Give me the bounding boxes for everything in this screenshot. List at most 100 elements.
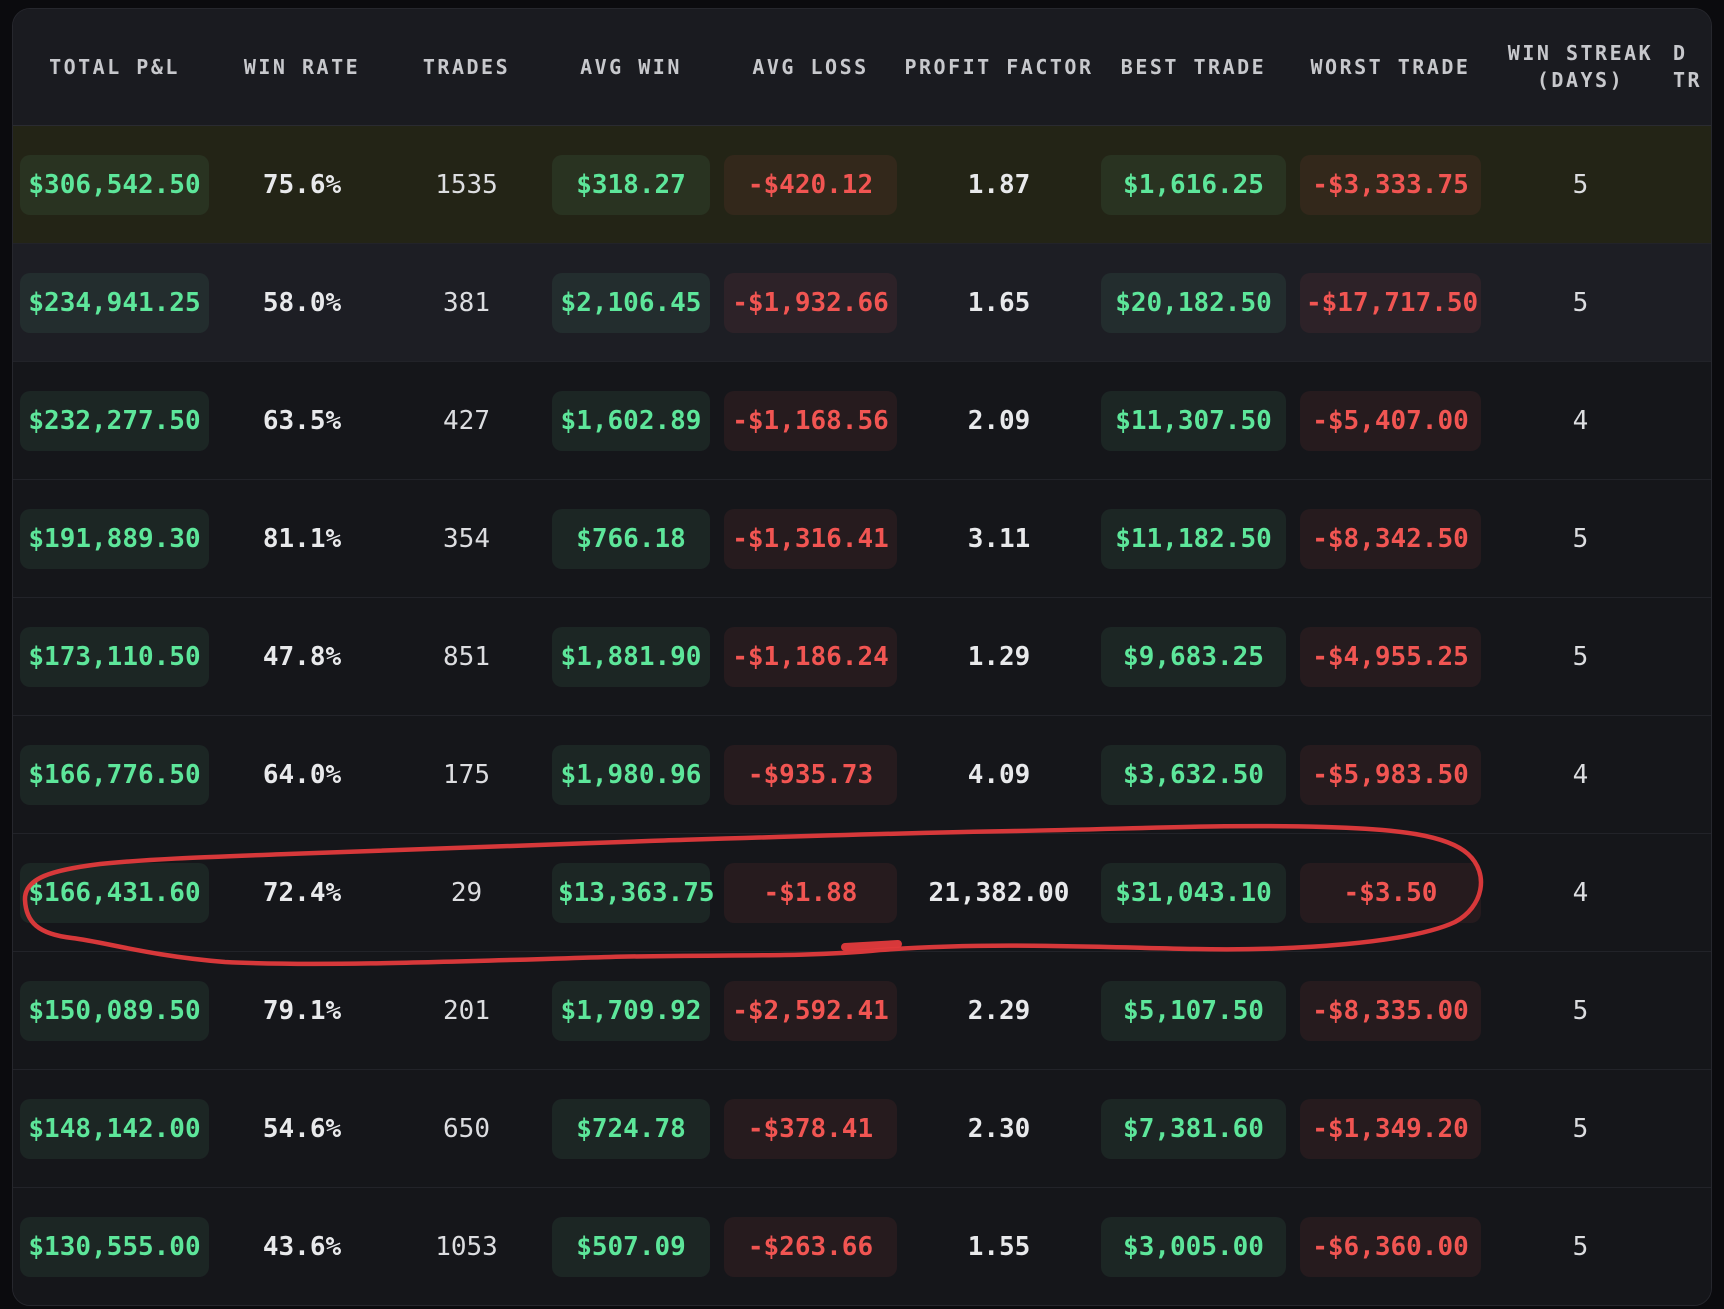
table-header-row: TOTAL P&L WIN RATE TRADES AVG WIN AVG LOSS PR… — [13, 9, 1711, 126]
cell-avg_win: $2,106.45 — [545, 272, 717, 333]
table-row[interactable]: $191,889.30 81.1% 354 $766.18 -$1,316.41 3.11… — [13, 479, 1711, 597]
column-header-profit_factor[interactable]: PROFIT FACTOR — [904, 54, 1094, 79]
column-header-win_streak[interactable]: WIN STREAK (DAYS) — [1488, 40, 1673, 94]
cell-worst_trade: -$3.50 — [1293, 862, 1488, 923]
table-row[interactable]: $306,542.50 75.6% 1535 $318.27 -$420.12 1.87 $… — [13, 126, 1711, 243]
avg_loss-pill: -$1,316.41 — [724, 508, 897, 569]
column-header-avg_win[interactable]: AVG WIN — [580, 54, 682, 79]
cell-win_rate: 63.5% — [216, 406, 388, 436]
cell-avg_win: $318.27 — [545, 154, 717, 215]
cell-trades: 427 — [388, 406, 545, 436]
total_pl-pill: $191,889.30 — [20, 508, 209, 569]
column-header-trades[interactable]: TRADES — [422, 54, 511, 79]
cell-worst_trade: -$8,335.00 — [1293, 980, 1488, 1041]
column-header-extra[interactable]: D TR — [1673, 40, 1711, 94]
cell-avg_win: $766.18 — [545, 508, 717, 569]
cell-trades: 1053 — [388, 1232, 545, 1262]
avg_loss-pill: -$263.66 — [724, 1216, 897, 1277]
column-header-avg_loss[interactable]: AVG LOSS — [752, 54, 869, 79]
cell-worst_trade: -$6,360.00 — [1293, 1216, 1488, 1277]
profit_factor-value: 1.29 — [967, 641, 1031, 672]
win_rate-value: 54.6% — [262, 1113, 342, 1144]
cell-trades: 175 — [388, 760, 545, 790]
cell-profit_factor: 4.09 — [904, 760, 1094, 790]
cell-avg_loss: -$2,592.41 — [717, 980, 904, 1041]
cell-trades: 354 — [388, 524, 545, 554]
cell-total_pl: $191,889.30 — [13, 508, 216, 569]
best_trade-pill: $11,182.50 — [1101, 508, 1286, 569]
trades-value: 29 — [450, 877, 483, 908]
cell-avg_win: $724.78 — [545, 1098, 717, 1159]
cell-worst_trade: -$4,955.25 — [1293, 626, 1488, 687]
cell-trades: 851 — [388, 642, 545, 672]
cell-win_rate: 47.8% — [216, 642, 388, 672]
trades-value: 650 — [443, 1113, 490, 1144]
cell-win_rate: 43.6% — [216, 1232, 388, 1262]
cell-best_trade: $31,043.10 — [1094, 862, 1293, 923]
cell-win_rate: 81.1% — [216, 524, 388, 554]
cell-best_trade: $7,381.60 — [1094, 1098, 1293, 1159]
column-header-extra-line2: TR — [1673, 68, 1703, 92]
total_pl-pill: $130,555.00 — [20, 1216, 209, 1277]
avg_win-pill: $1,709.92 — [552, 980, 710, 1041]
profit_factor-value: 21,382.00 — [928, 877, 1070, 908]
cell-profit_factor: 21,382.00 — [904, 878, 1094, 908]
worst_trade-pill: -$3.50 — [1300, 862, 1481, 923]
best_trade-pill: $3,632.50 — [1101, 744, 1286, 805]
worst_trade-pill: -$3,333.75 — [1300, 154, 1481, 215]
cell-total_pl: $166,776.50 — [13, 744, 216, 805]
cell-worst_trade: -$8,342.50 — [1293, 508, 1488, 569]
cell-total_pl: $130,555.00 — [13, 1216, 216, 1277]
cell-avg_win: $507.09 — [545, 1216, 717, 1277]
best_trade-pill: $11,307.50 — [1101, 390, 1286, 451]
table-row[interactable]: $150,089.50 79.1% 201 $1,709.92 -$2,592.41 2.… — [13, 951, 1711, 1069]
avg_loss-pill: -$1,932.66 — [724, 272, 897, 333]
avg_loss-pill: -$1,186.24 — [724, 626, 897, 687]
best_trade-pill: $9,683.25 — [1101, 626, 1286, 687]
avg_loss-pill: -$2,592.41 — [724, 980, 897, 1041]
cell-avg_loss: -$935.73 — [717, 744, 904, 805]
table-row[interactable]: $166,776.50 64.0% 175 $1,980.96 -$935.73 4.09… — [13, 715, 1711, 833]
cell-avg_loss: -$1,186.24 — [717, 626, 904, 687]
avg_loss-pill: -$935.73 — [724, 744, 897, 805]
win_streak-value: 5 — [1572, 287, 1589, 318]
cell-profit_factor: 1.55 — [904, 1232, 1094, 1262]
avg_win-pill: $1,602.89 — [552, 390, 710, 451]
cell-win_streak: 5 — [1488, 642, 1673, 672]
win_rate-value: 79.1% — [262, 995, 342, 1026]
table-row[interactable]: $130,555.00 43.6% 1053 $507.09 -$263.66 1.55 $… — [13, 1187, 1711, 1305]
total_pl-pill: $232,277.50 — [20, 390, 209, 451]
column-header-best_trade[interactable]: BEST TRADE — [1120, 54, 1267, 79]
avg_win-pill: $13,363.75 — [552, 862, 715, 923]
cell-trades: 1535 — [388, 170, 545, 200]
cell-win_streak: 5 — [1488, 524, 1673, 554]
win_rate-value: 43.6% — [262, 1231, 342, 1262]
cell-win_rate: 72.4% — [216, 878, 388, 908]
worst_trade-pill: -$6,360.00 — [1300, 1216, 1481, 1277]
win_streak-value: 5 — [1572, 523, 1589, 554]
cell-avg_loss: -$1,316.41 — [717, 508, 904, 569]
profit_factor-value: 3.11 — [967, 523, 1031, 554]
column-header-win_rate[interactable]: WIN RATE — [243, 54, 361, 79]
trades-value: 1053 — [435, 1231, 498, 1262]
cell-worst_trade: -$5,407.00 — [1293, 390, 1488, 451]
table-row[interactable]: $148,142.00 54.6% 650 $724.78 -$378.41 2.30 $7… — [13, 1069, 1711, 1187]
best_trade-pill: $31,043.10 — [1101, 862, 1286, 923]
avg_win-pill: $766.18 — [552, 508, 710, 569]
table-row[interactable]: $234,941.25 58.0% 381 $2,106.45 -$1,932.66 1.… — [13, 243, 1711, 361]
table-row[interactable]: $166,431.60 72.4% 29 $13,363.75 -$1.88 21,382… — [13, 833, 1711, 951]
cell-best_trade: $1,616.25 — [1094, 154, 1293, 215]
column-header-worst_trade[interactable]: WORST TRADE — [1310, 54, 1471, 79]
cell-total_pl: $148,142.00 — [13, 1098, 216, 1159]
worst_trade-pill: -$5,407.00 — [1300, 390, 1481, 451]
trades-value: 354 — [443, 523, 490, 554]
avg_loss-pill: -$1.88 — [724, 862, 897, 923]
cell-worst_trade: -$3,333.75 — [1293, 154, 1488, 215]
cell-total_pl: $234,941.25 — [13, 272, 216, 333]
table-row[interactable]: $232,277.50 63.5% 427 $1,602.89 -$1,168.56 2.… — [13, 361, 1711, 479]
column-header-total_pl[interactable]: TOTAL P&L — [49, 54, 180, 79]
avg_win-pill: $724.78 — [552, 1098, 710, 1159]
table-row[interactable]: $173,110.50 47.8% 851 $1,881.90 -$1,186.24 1.… — [13, 597, 1711, 715]
win_rate-value: 47.8% — [262, 641, 342, 672]
profit_factor-value: 2.29 — [967, 995, 1031, 1026]
